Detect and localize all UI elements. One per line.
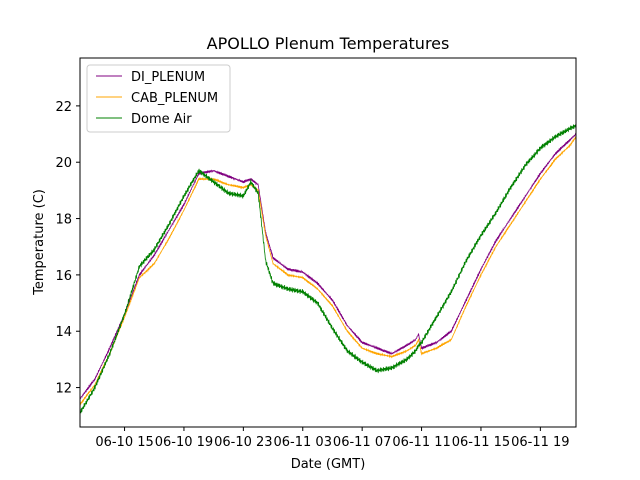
y-axis-ticks: 12 14 16 18 20 22 — [55, 100, 80, 397]
x-tick-label: 06-11 03 — [274, 435, 332, 450]
legend-label-cab-plenum: CAB_PLENUM — [131, 91, 218, 106]
y-tick-label: 14 — [55, 325, 72, 340]
x-tick-label: 06-10 19 — [155, 435, 213, 450]
series-line-dome-air — [80, 124, 576, 414]
y-tick-label: 18 — [55, 213, 72, 228]
legend: DI_PLENUM CAB_PLENUM Dome Air — [86, 64, 231, 133]
x-tick-label: 06-10 23 — [214, 435, 272, 450]
x-tick-label: 06-11 19 — [511, 435, 569, 450]
legend-label-dome-air: Dome Air — [131, 112, 192, 127]
legend-label-di-plenum: DI_PLENUM — [131, 70, 205, 85]
series-line-cab-plenum — [80, 136, 576, 406]
x-axis-label: Date (GMT) — [291, 457, 366, 472]
x-tick-label: 06-11 15 — [452, 435, 510, 450]
y-tick-label: 22 — [55, 100, 72, 115]
y-tick-label: 16 — [55, 269, 72, 284]
y-tick-label: 20 — [55, 156, 72, 171]
y-axis-label: Temperature (C) — [32, 189, 47, 296]
chart-title: APOLLO Plenum Temperatures — [207, 34, 450, 53]
y-tick-label: 12 — [55, 382, 72, 397]
legend-box — [86, 64, 231, 133]
series-line-di-plenum — [80, 132, 576, 399]
x-tick-label: 06-11 07 — [333, 435, 391, 450]
x-tick-label: 06-10 15 — [95, 435, 153, 450]
plot-frame — [79, 57, 577, 428]
x-tick-label: 06-11 11 — [392, 435, 450, 450]
plot-area — [79, 57, 577, 428]
series-layer — [80, 124, 576, 414]
x-axis-ticks: 06-10 15 06-10 19 06-10 23 06-11 03 06-11 07… — [95, 427, 570, 450]
